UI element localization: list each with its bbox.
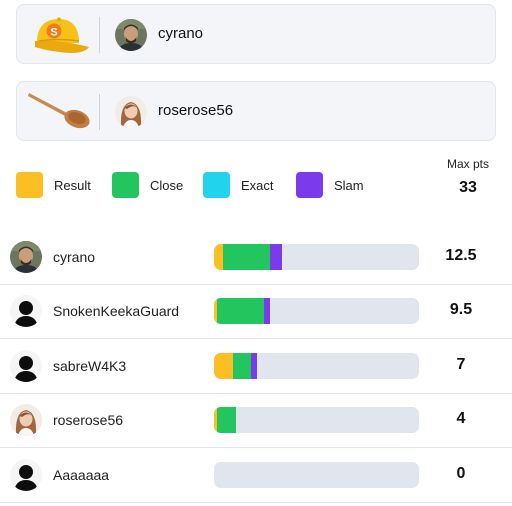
legend-swatch-slam bbox=[296, 172, 323, 198]
award-card-spoon: roserose56 bbox=[16, 81, 496, 141]
bar-segment-close bbox=[217, 407, 236, 433]
row-divider bbox=[0, 284, 512, 285]
row-username[interactable]: roserose56 bbox=[53, 412, 124, 428]
man-avatar[interactable] bbox=[10, 241, 42, 273]
legend-swatch-exact bbox=[203, 172, 230, 198]
woman-avatar[interactable] bbox=[115, 96, 147, 128]
legend-label-slam: Slam bbox=[334, 178, 364, 193]
row-divider bbox=[0, 502, 512, 503]
leaderboard-row[interactable]: roserose56 4 bbox=[0, 394, 512, 448]
row-points: 12.5 bbox=[445, 247, 477, 264]
card-divider bbox=[99, 17, 100, 53]
bar-segment-slam bbox=[251, 353, 258, 379]
cap-badge-letter: S bbox=[50, 27, 57, 39]
man-avatar[interactable] bbox=[115, 19, 147, 51]
row-username[interactable]: sabreW4K3 bbox=[53, 358, 127, 374]
points-bar bbox=[214, 407, 419, 433]
award-card-top: S cyrano bbox=[16, 4, 496, 64]
silhouette-avatar[interactable] bbox=[10, 459, 42, 491]
bar-segment-close bbox=[217, 298, 264, 324]
points-bar bbox=[214, 298, 419, 324]
silhouette-avatar[interactable] bbox=[10, 295, 42, 327]
card-divider bbox=[99, 94, 100, 130]
bar-segment-result bbox=[214, 407, 218, 433]
legend-label-result: Result bbox=[54, 178, 91, 193]
bar-segment-result bbox=[214, 298, 218, 324]
bar-segment-slam bbox=[263, 298, 270, 324]
leaderboard-row[interactable]: Aaaaaaa 0 bbox=[0, 449, 512, 503]
legend-swatch-close bbox=[112, 172, 139, 198]
row-points: 7 bbox=[456, 356, 466, 373]
row-points: 0 bbox=[456, 465, 466, 482]
row-username[interactable]: SnokenKeekaGuard bbox=[53, 303, 180, 319]
row-points: 9.5 bbox=[449, 301, 473, 318]
silhouette-avatar[interactable] bbox=[10, 350, 42, 382]
bar-segment-close bbox=[223, 244, 270, 270]
points-bar bbox=[214, 244, 419, 270]
legend-swatch-result bbox=[16, 172, 43, 198]
row-points: 4 bbox=[456, 410, 466, 427]
bar-segment-close bbox=[232, 353, 252, 379]
bar-segment-result bbox=[214, 244, 224, 270]
max-pts-value: 33 bbox=[459, 179, 477, 196]
row-divider bbox=[0, 393, 512, 394]
leaderboard-row[interactable]: sabreW4K3 7 bbox=[0, 340, 512, 394]
row-divider bbox=[0, 338, 512, 339]
row-username[interactable]: Aaaaaaa bbox=[53, 467, 110, 483]
woman-avatar[interactable] bbox=[10, 404, 42, 436]
cap-icon: S bbox=[27, 11, 93, 59]
max-pts-label: Max pts bbox=[446, 157, 489, 171]
legend-label-exact: Exact bbox=[241, 178, 274, 193]
points-bar bbox=[214, 462, 419, 488]
award-username[interactable]: cyrano bbox=[158, 25, 204, 42]
wooden-spoon-icon bbox=[27, 88, 93, 136]
row-divider bbox=[0, 447, 512, 448]
leaderboard-row[interactable]: cyrano 12.5 bbox=[0, 231, 512, 285]
leaderboard-row[interactable]: SnokenKeekaGuard 9.5 bbox=[0, 285, 512, 339]
bar-segment-result bbox=[214, 353, 233, 379]
row-username[interactable]: cyrano bbox=[53, 249, 96, 265]
award-username[interactable]: roserose56 bbox=[158, 102, 234, 119]
points-bar bbox=[214, 353, 419, 379]
bar-segment-slam bbox=[269, 244, 283, 270]
legend-label-close: Close bbox=[150, 178, 184, 193]
